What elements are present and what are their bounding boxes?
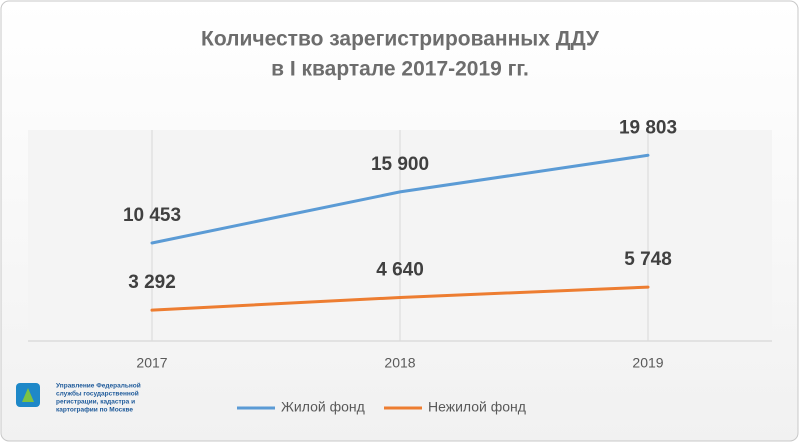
x-tick-label: 2018: [384, 355, 415, 371]
data-label: 19 803: [619, 117, 677, 138]
series-line: [150, 285, 650, 312]
series-line: [150, 153, 650, 245]
x-tick-label: 2017: [136, 355, 167, 371]
data-label: 5 748: [624, 249, 672, 270]
x-tick-label: 2019: [632, 355, 663, 371]
chart-title: Количество зарегистрированных ДДУ: [201, 28, 600, 51]
data-label: 3 292: [128, 272, 176, 293]
logo-mark: [22, 388, 34, 402]
logo-text: службы государственной: [56, 390, 139, 398]
logo-text: картографии по Москве: [56, 407, 133, 414]
legend-label: Нежилой фонд: [428, 399, 526, 415]
chart-title: в I квартале 2017-2019 гг.: [271, 58, 529, 81]
legend-label: Жилой фонд: [281, 399, 365, 415]
data-label: 15 900: [371, 154, 429, 175]
logo-text: регистрации, кадастра и: [56, 399, 135, 406]
data-label: 4 640: [376, 260, 424, 281]
data-label: 10 453: [123, 205, 181, 226]
logo-text: Управление Федеральной: [56, 382, 141, 390]
logo: Управление Федеральной службы государств…: [16, 382, 141, 414]
